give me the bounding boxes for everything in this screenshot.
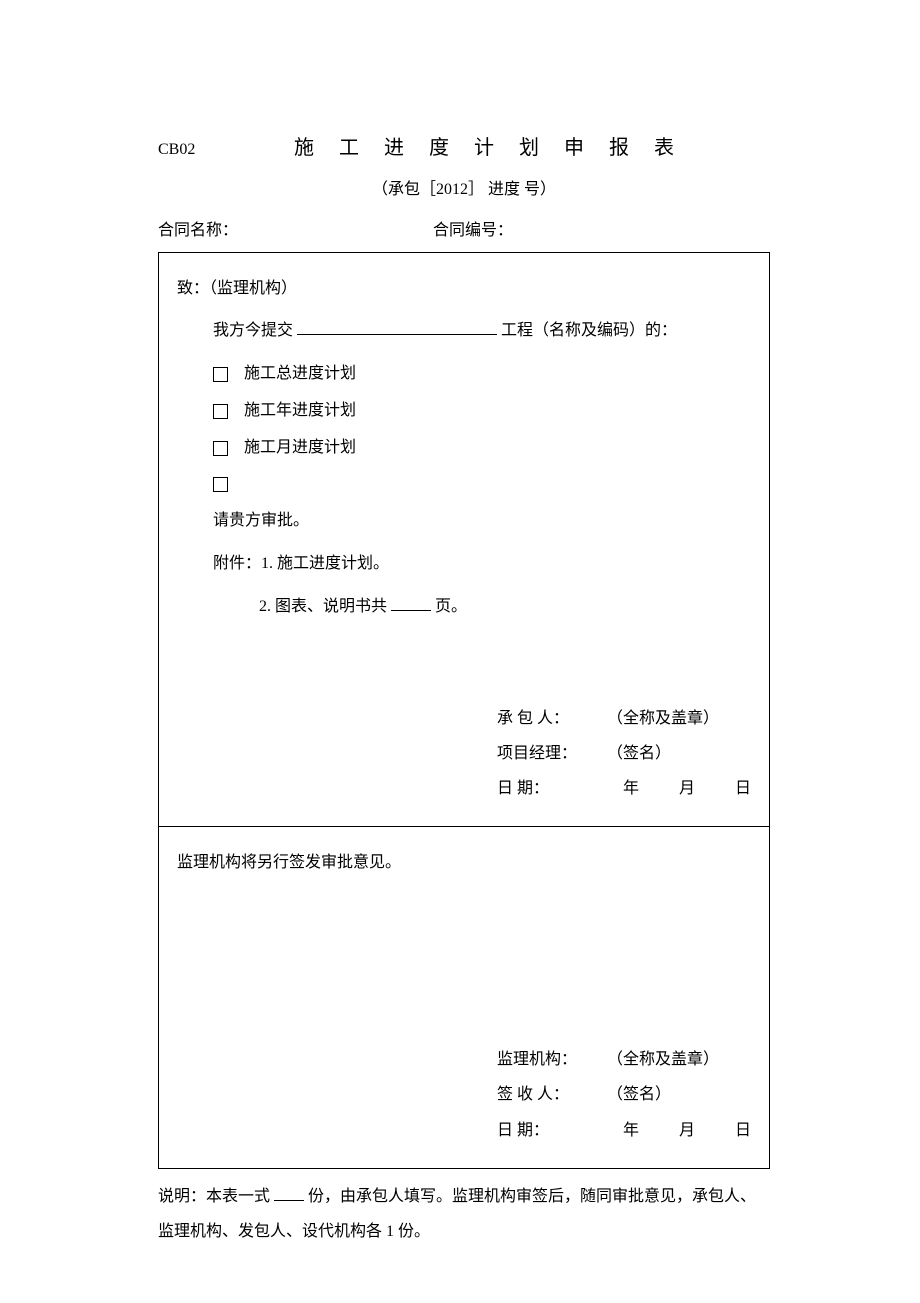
subtitle-prefix: （承包［ [372, 181, 436, 198]
section-top: 致：（监理机构） 我方今提交 工程（名称及编码）的： 施工总进度计划 施工年进度… [159, 253, 769, 828]
checkbox-year-plan[interactable] [213, 404, 228, 419]
receiver-label: 签 收 人： [497, 1077, 607, 1112]
receiver-hint: （签名） [607, 1077, 751, 1112]
contractor-row: 承 包 人： （全称及盖章） [497, 701, 751, 736]
submit-suffix: 工程（名称及编码）的： [501, 322, 677, 339]
check-label-1: 施工总进度计划 [244, 365, 356, 382]
check-label-2: 施工年进度计划 [244, 402, 356, 419]
submit-line: 我方今提交 工程（名称及编码）的： [177, 313, 751, 350]
section-bottom: 监理机构将另行签发审批意见。 监理机构： （全称及盖章） 签 收 人： （签名）… [159, 827, 769, 1167]
attach-label: 附件： [213, 555, 261, 572]
attach-line-1: 附件：1. 施工进度计划。 [177, 546, 751, 583]
check-row-1: 施工总进度计划 [177, 356, 751, 393]
please-approve: 请贵方审批。 [177, 503, 751, 540]
signature-block-2: 监理机构： （全称及盖章） 签 收 人： （签名） 日 期： 年 月 日 [177, 1042, 751, 1148]
day-2: 日 [735, 1113, 751, 1148]
contract-name-label: 合同名称： [158, 217, 433, 246]
notice-line: 监理机构将另行签发审批意见。 [177, 845, 751, 882]
date-label-1: 日 期： [497, 771, 593, 806]
year-1: 年 [623, 771, 639, 806]
note-mid: 份，由承包人填写。监理机构审签后，随同审批意见，承包人、 [308, 1188, 756, 1205]
contractor-hint: （全称及盖章） [607, 701, 751, 736]
supervisor-hint: （全称及盖章） [607, 1042, 751, 1077]
contract-no-label: 合同编号： [433, 217, 513, 246]
footer-note: 说明：本表一式 份，由承包人填写。监理机构审签后，随同审批意见，承包人、 监理机… [158, 1179, 770, 1249]
pm-hint: （签名） [607, 736, 751, 771]
date-row-1: 日 期： 年 月 日 [497, 771, 751, 806]
attach2-suffix: 页。 [435, 598, 467, 615]
contract-row: 合同名称： 合同编号： [158, 217, 770, 246]
checkbox-month-plan[interactable] [213, 441, 228, 456]
copies-blank[interactable] [274, 1185, 304, 1201]
header-row: CB02 施 工 进 度 计 划 申 报 表 [158, 130, 770, 166]
date-parts-1: 年 月 日 [593, 771, 751, 806]
attach1: 1. 施工进度计划。 [261, 555, 389, 572]
pm-row: 项目经理： （签名） [497, 736, 751, 771]
submit-prefix: 我方今提交 [213, 322, 297, 339]
checkbox-total-plan[interactable] [213, 367, 228, 382]
date-label-2: 日 期： [497, 1113, 593, 1148]
check-row-3: 施工月进度计划 [177, 430, 751, 467]
day-1: 日 [735, 771, 751, 806]
date-parts-2: 年 月 日 [593, 1113, 751, 1148]
project-name-blank[interactable] [297, 319, 497, 335]
pages-blank[interactable] [391, 595, 431, 611]
note-line-2: 监理机构、发包人、设代机构各 1 份。 [158, 1214, 770, 1249]
contractor-label: 承 包 人： [497, 701, 607, 736]
note-prefix: 说明：本表一式 [158, 1188, 274, 1205]
pm-label: 项目经理： [497, 736, 607, 771]
subtitle-suffix: ］ 进度 号） [468, 181, 556, 198]
receiver-row: 签 收 人： （签名） [497, 1077, 751, 1112]
supervisor-label: 监理机构： [497, 1042, 607, 1077]
attach2-prefix: 2. 图表、说明书共 [259, 598, 391, 615]
subtitle-year: 2012 [436, 181, 468, 198]
date-row-2: 日 期： 年 月 日 [497, 1113, 751, 1148]
to-line: 致：（监理机构） [177, 271, 751, 308]
form-box: 致：（监理机构） 我方今提交 工程（名称及编码）的： 施工总进度计划 施工年进度… [158, 252, 770, 1169]
form-title: 施 工 进 度 计 划 申 报 表 [208, 130, 770, 166]
check-row-2: 施工年进度计划 [177, 393, 751, 430]
note-line-1: 说明：本表一式 份，由承包人填写。监理机构审签后，随同审批意见，承包人、 [158, 1179, 770, 1214]
supervisor-row: 监理机构： （全称及盖章） [497, 1042, 751, 1077]
checkbox-blank[interactable] [213, 477, 228, 492]
year-2: 年 [623, 1113, 639, 1148]
subtitle: （承包［2012］ 进度 号） [158, 176, 770, 205]
month-2: 月 [679, 1113, 695, 1148]
check-label-3: 施工月进度计划 [244, 439, 356, 456]
check-row-4 [177, 467, 751, 504]
signature-block-1: 承 包 人： （全称及盖章） 项目经理： （签名） 日 期： 年 月 日 [177, 701, 751, 807]
month-1: 月 [679, 771, 695, 806]
attach-line-2: 2. 图表、说明书共 页。 [177, 589, 751, 626]
